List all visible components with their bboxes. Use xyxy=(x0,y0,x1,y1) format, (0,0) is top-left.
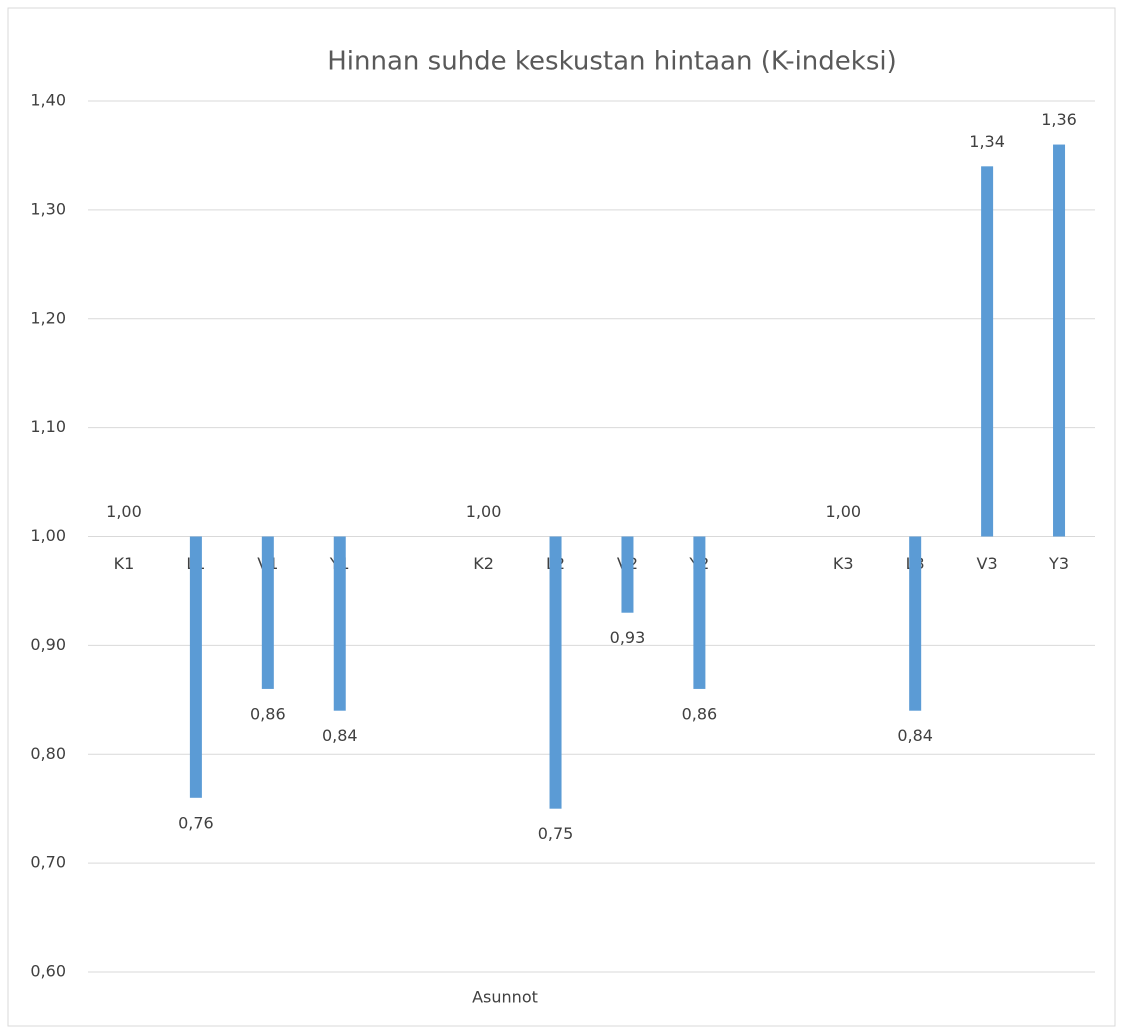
x-axis-label: Asunnot xyxy=(472,988,538,1007)
bar xyxy=(693,536,706,689)
data-label: 0,86 xyxy=(250,704,286,723)
data-label: 1,00 xyxy=(825,502,861,521)
data-label: 1,00 xyxy=(106,502,142,521)
bar xyxy=(621,536,634,613)
bar xyxy=(981,166,994,537)
data-label: 0,75 xyxy=(538,824,574,843)
y-tick-label: 1,00 xyxy=(30,526,66,545)
data-label: 0,84 xyxy=(322,726,358,745)
y-tick-label: 1,40 xyxy=(30,91,66,110)
y-tick-label: 1,20 xyxy=(30,308,66,327)
y-tick-label: 0,70 xyxy=(30,853,66,872)
chart-frame xyxy=(7,7,1116,1027)
x-tick-label: K1 xyxy=(114,554,135,573)
bar xyxy=(189,536,202,798)
x-tick-label: K2 xyxy=(473,554,494,573)
x-tick-label: V3 xyxy=(977,554,998,573)
y-tick-label: 1,10 xyxy=(30,417,66,436)
x-tick-label: K3 xyxy=(833,554,854,573)
y-tick-label: 0,90 xyxy=(30,635,66,654)
bar xyxy=(333,536,346,711)
bar xyxy=(1053,144,1066,537)
data-label: 0,84 xyxy=(897,726,933,745)
y-tick-label: 0,60 xyxy=(30,962,66,981)
x-tick-label: Y3 xyxy=(1048,554,1069,573)
data-label: 0,76 xyxy=(178,813,214,832)
y-tick-label: 1,30 xyxy=(30,199,66,218)
y-tick-label: 0,80 xyxy=(30,744,66,763)
bar xyxy=(549,536,562,809)
data-label: 0,86 xyxy=(682,704,718,723)
data-label: 1,00 xyxy=(466,502,502,521)
bar xyxy=(909,536,922,711)
data-label: 1,36 xyxy=(1041,110,1077,129)
data-label: 1,34 xyxy=(969,132,1005,151)
data-label: 0,93 xyxy=(610,628,646,647)
bar xyxy=(261,536,274,689)
chart-title: Hinnan suhde keskustan hintaan (K-indeks… xyxy=(327,47,897,77)
